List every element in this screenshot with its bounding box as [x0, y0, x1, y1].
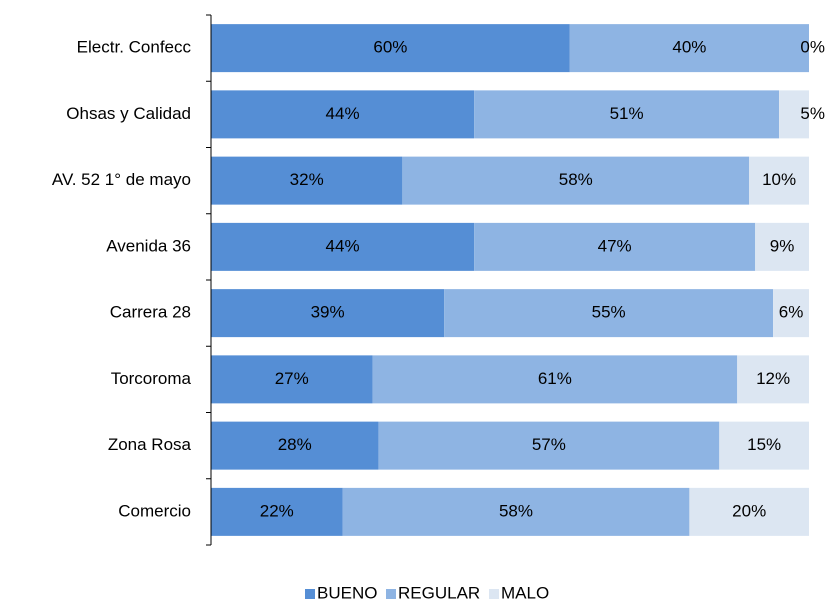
bar-segment [474, 90, 780, 139]
bar-segment [773, 289, 809, 338]
bar-segment [755, 222, 809, 271]
data-label: 28% [278, 435, 312, 454]
data-label: 6% [779, 303, 804, 322]
bar-segment [211, 90, 475, 139]
data-label: 60% [373, 38, 407, 57]
data-label: 10% [762, 170, 796, 189]
data-label: 22% [260, 501, 294, 520]
bar-segment [474, 222, 756, 271]
data-label: 32% [290, 170, 324, 189]
data-label: 55% [592, 303, 626, 322]
data-label: 5% [800, 104, 825, 123]
data-label: 39% [311, 303, 345, 322]
legend-swatch [305, 589, 315, 599]
y-tick-label: Avenida 36 [106, 236, 191, 255]
data-label: 58% [499, 501, 533, 520]
legend-label: REGULAR [398, 583, 480, 601]
bar-segment [342, 487, 690, 536]
bar-segment [211, 156, 403, 205]
bar-segment [749, 156, 809, 205]
data-label: 12% [756, 369, 790, 388]
legend-label: BUENO [317, 583, 377, 601]
bar-segment [372, 355, 738, 404]
data-label: 44% [326, 104, 360, 123]
bar-segment [689, 487, 809, 536]
bar-segment [378, 421, 720, 470]
bar-segment [719, 421, 809, 470]
legend-label: MALO [501, 583, 549, 601]
data-label: 58% [559, 170, 593, 189]
y-tick-label: Comercio [118, 501, 191, 520]
data-label: 40% [672, 38, 706, 57]
data-label: 27% [275, 369, 309, 388]
bar-segment [737, 355, 809, 404]
legend-swatch [489, 589, 499, 599]
bar-segment [211, 289, 445, 338]
data-label: 9% [770, 236, 795, 255]
y-tick-label: Zona Rosa [108, 435, 192, 454]
data-label: 57% [532, 435, 566, 454]
bar-segment [402, 156, 750, 205]
bar-segment [211, 222, 475, 271]
bar-segment [444, 289, 774, 338]
y-tick-label: Ohsas y Calidad [66, 104, 191, 123]
data-label: 51% [610, 104, 644, 123]
bar-segment [211, 487, 343, 536]
bar-segment [211, 421, 379, 470]
data-label: 20% [732, 501, 766, 520]
bar-segment [211, 355, 373, 404]
bar-segment [211, 24, 570, 73]
y-tick-label: Torcoroma [111, 369, 192, 388]
y-tick-label: Carrera 28 [110, 303, 191, 322]
data-label: 47% [598, 236, 632, 255]
bar-segment [779, 90, 809, 139]
data-label: 15% [747, 435, 781, 454]
data-label: 0% [800, 38, 825, 57]
y-tick-label: AV. 52 1° de mayo [52, 170, 191, 189]
data-label: 44% [326, 236, 360, 255]
data-label: 61% [538, 369, 572, 388]
legend-swatch [386, 589, 396, 599]
bar-segment [569, 24, 809, 73]
y-tick-label: Electr. Confecc [77, 38, 192, 57]
